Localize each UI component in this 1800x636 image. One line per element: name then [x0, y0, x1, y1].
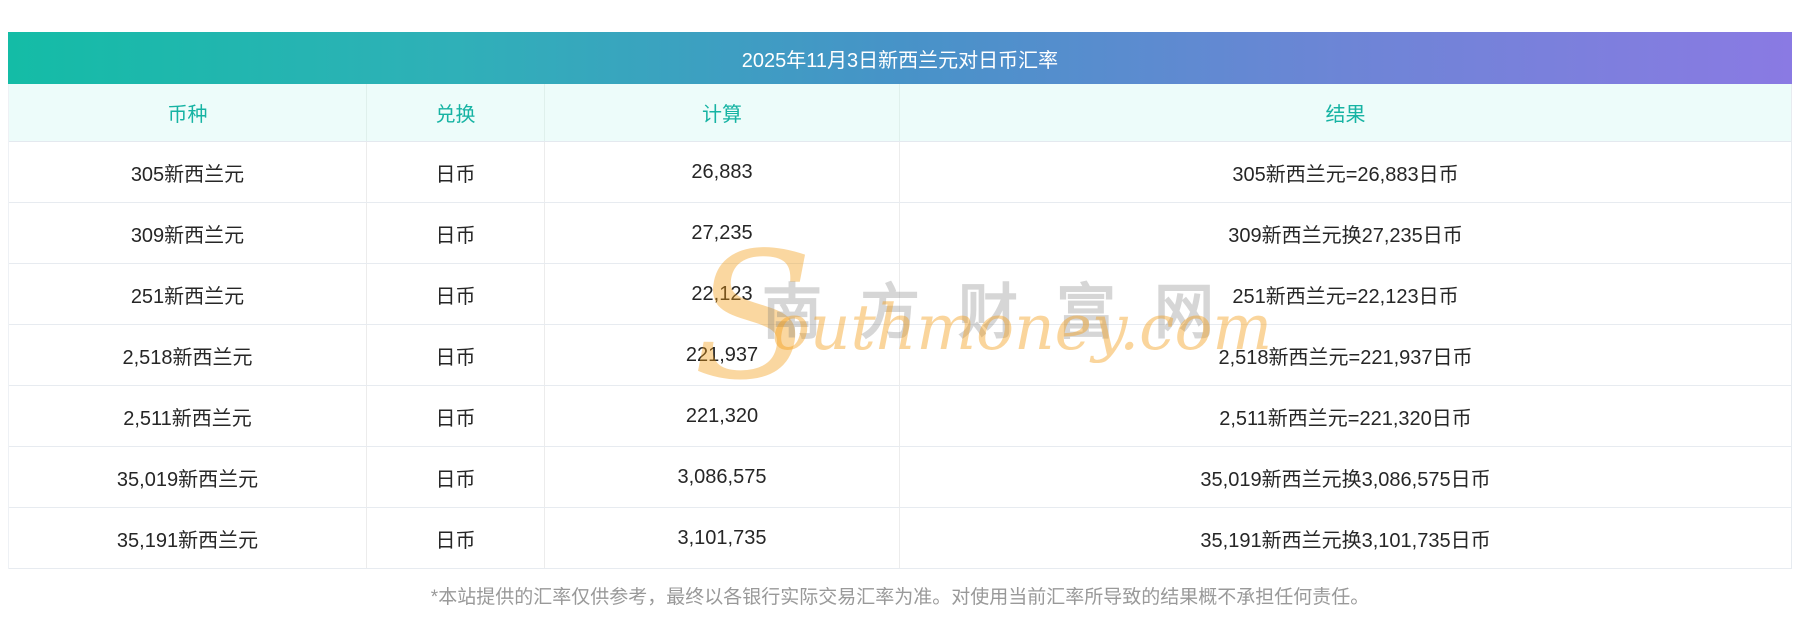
cell-calc: 3,086,575 [545, 447, 900, 507]
table-row: 305新西兰元 日币 26,883 305新西兰元=26,883日币 [9, 142, 1791, 203]
table-row: 2,518新西兰元 日币 221,937 2,518新西兰元=221,937日币 [9, 325, 1791, 386]
cell-currency: 305新西兰元 [9, 142, 367, 202]
table-body: 305新西兰元 日币 26,883 305新西兰元=26,883日币 309新西… [9, 142, 1791, 569]
cell-exchange: 日币 [367, 325, 545, 385]
cell-exchange: 日币 [367, 264, 545, 324]
column-header-calc: 计算 [545, 84, 900, 141]
cell-currency: 2,518新西兰元 [9, 325, 367, 385]
cell-exchange: 日币 [367, 142, 545, 202]
title-bar: 2025年11月3日新西兰元对日币汇率 [8, 32, 1792, 84]
table-row: 251新西兰元 日币 22,123 251新西兰元=22,123日币 [9, 264, 1791, 325]
cell-currency: 35,191新西兰元 [9, 508, 367, 568]
cell-result: 2,511新西兰元=221,320日币 [1219, 407, 1472, 430]
cell-calc: 26,883 [545, 142, 900, 202]
cell-exchange: 日币 [367, 508, 545, 568]
cell-exchange: 日币 [367, 386, 545, 446]
cell-result: 305新西兰元=26,883日币 [1232, 163, 1459, 186]
table-row: 309新西兰元 日币 27,235 309新西兰元换27,235日币 [9, 203, 1791, 264]
cell-currency: 251新西兰元 [9, 264, 367, 324]
cell-result: 35,019新西兰元换3,086,575日币 [1200, 468, 1491, 491]
cell-calc: 3,101,735 [545, 508, 900, 568]
cell-calc: 221,937 [545, 325, 900, 385]
cell-calc: 221,320 [545, 386, 900, 446]
cell-result: 35,191新西兰元换3,101,735日币 [1200, 529, 1491, 552]
page-title: 2025年11月3日新西兰元对日币汇率 [741, 49, 1059, 72]
table-header-row: 币种 兑换 计算 结果 [9, 84, 1791, 142]
column-header-exchange: 兑换 [367, 84, 545, 141]
column-header-currency: 币种 [9, 84, 367, 141]
cell-exchange: 日币 [367, 447, 545, 507]
cell-result: 251新西兰元=22,123日币 [1232, 285, 1459, 308]
cell-calc: 27,235 [545, 203, 900, 263]
cell-currency: 309新西兰元 [9, 203, 367, 263]
cell-currency: 2,511新西兰元 [9, 386, 367, 446]
cell-result: 309新西兰元换27,235日币 [1228, 224, 1463, 247]
column-header-result: 结果 [1325, 104, 1366, 126]
disclaimer-text: *本站提供的汇率仅供参考，最终以各银行实际交易汇率为准。对使用当前汇率所导致的结… [430, 587, 1370, 608]
exchange-rate-table: 币种 兑换 计算 结果 305新西兰元 日币 26,883 305新西兰元=26… [8, 84, 1792, 569]
cell-calc: 22,123 [545, 264, 900, 324]
cell-result: 2,518新西兰元=221,937日币 [1218, 346, 1473, 369]
table-row: 2,511新西兰元 日币 221,320 2,511新西兰元=221,320日币 [9, 386, 1791, 447]
table-row: 35,019新西兰元 日币 3,086,575 35,019新西兰元换3,086… [9, 447, 1791, 508]
cell-currency: 35,019新西兰元 [9, 447, 367, 507]
table-row: 35,191新西兰元 日币 3,101,735 35,191新西兰元换3,101… [9, 508, 1791, 569]
cell-exchange: 日币 [367, 203, 545, 263]
